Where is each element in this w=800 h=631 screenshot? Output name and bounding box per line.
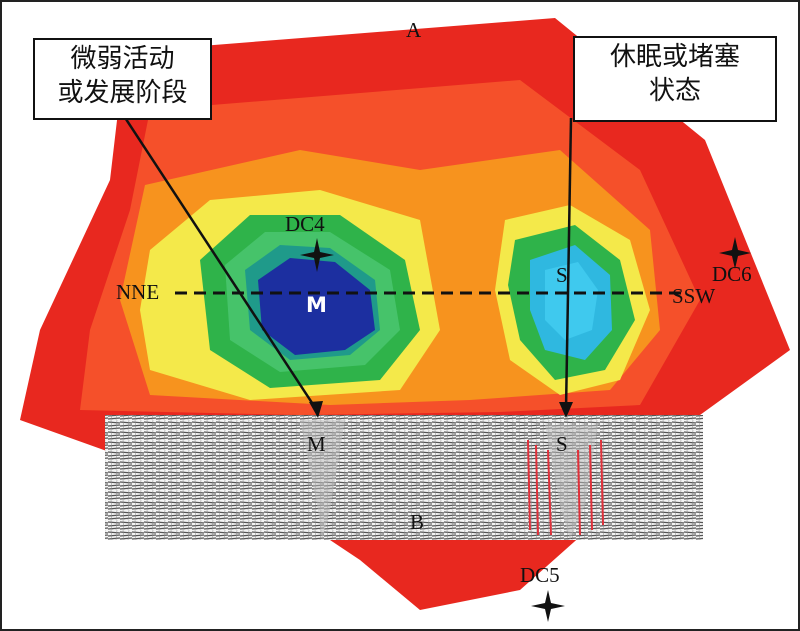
well-dc5-label: DC5 bbox=[520, 563, 560, 587]
arrow-right bbox=[564, 117, 573, 411]
callout-box-left: 微弱活动 或发展阶段 bbox=[33, 38, 212, 120]
callout-box-right: 休眠或堵塞 状态 bbox=[573, 36, 777, 122]
callout-right-line1: 休眠或堵塞 bbox=[609, 42, 740, 72]
callout-right-line2: 状态 bbox=[648, 76, 701, 106]
well-dc5-marker bbox=[531, 590, 565, 622]
seismic-section bbox=[105, 415, 703, 540]
well-dc6-label: DC6 bbox=[712, 262, 752, 286]
section-m-trough bbox=[300, 420, 345, 540]
well-dc4-marker bbox=[300, 238, 334, 272]
section-s-trough bbox=[545, 425, 598, 540]
map-blue-m bbox=[258, 258, 375, 355]
section-m-label: M bbox=[307, 432, 326, 456]
map-m-label: M bbox=[306, 293, 327, 317]
panel-a-label: A bbox=[406, 18, 422, 42]
arrow-left bbox=[118, 109, 320, 413]
map-s-label: S bbox=[556, 263, 568, 287]
well-dc6-marker bbox=[719, 237, 751, 269]
callout-left-line2: 或发展阶段 bbox=[57, 78, 188, 108]
fault-lines bbox=[527, 439, 604, 536]
profile-end-label: SSW bbox=[672, 284, 716, 308]
section-s-label: S bbox=[556, 432, 568, 456]
panel-b-label: B bbox=[410, 510, 425, 534]
callout-left-line1: 微弱活动 bbox=[70, 44, 175, 74]
profile-start-label: NNE bbox=[116, 280, 160, 304]
well-dc4-label: DC4 bbox=[285, 212, 325, 236]
